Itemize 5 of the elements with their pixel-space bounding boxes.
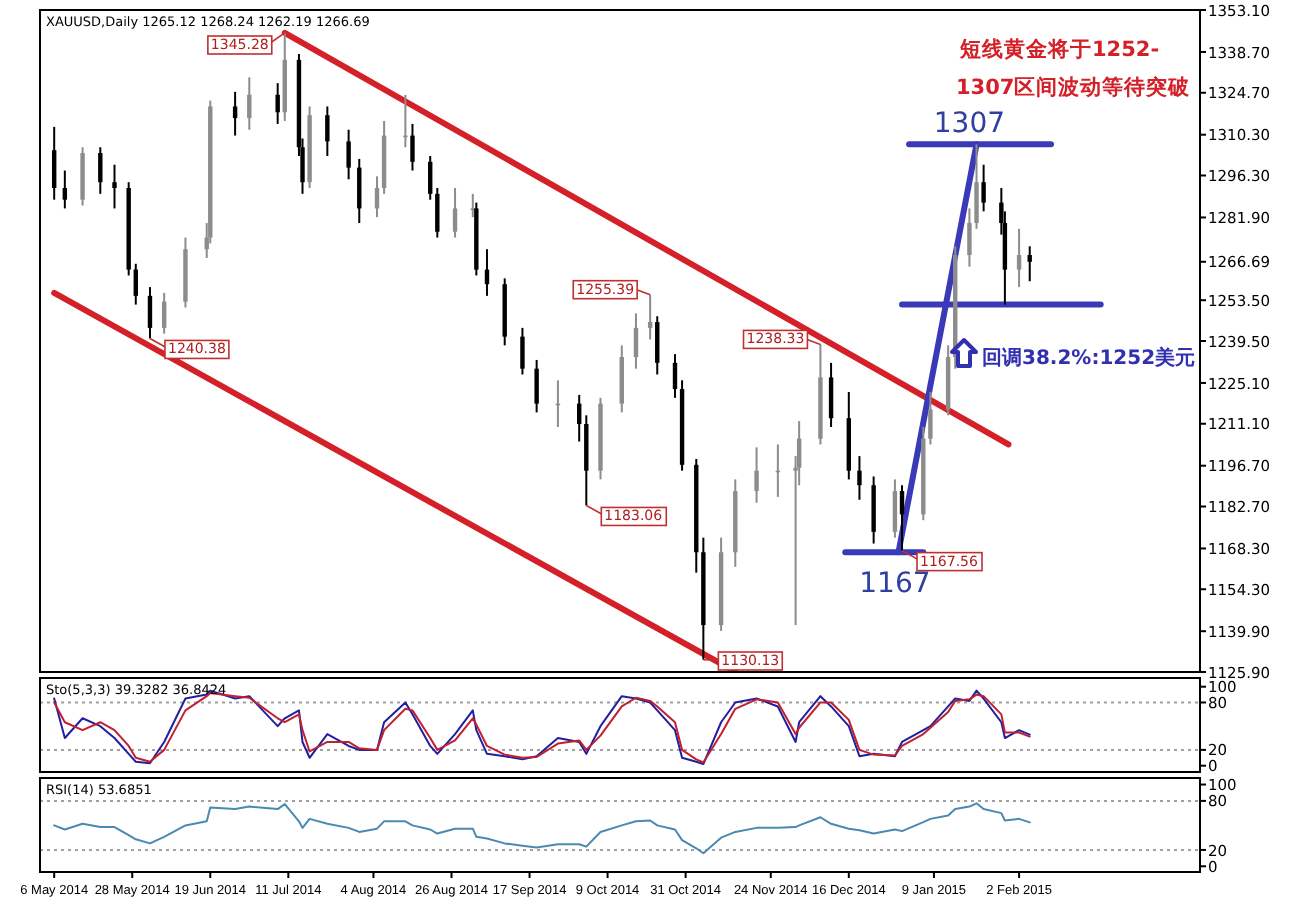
annotation: 1167 [859, 568, 931, 601]
annotation: 1307区间波动等待突破 [956, 74, 1193, 100]
annotation: 短线黄金将于1252- [958, 36, 1160, 62]
annotation: 1307 [933, 108, 1006, 141]
annotation: 回调38.2%:1252美元 [982, 346, 1196, 370]
